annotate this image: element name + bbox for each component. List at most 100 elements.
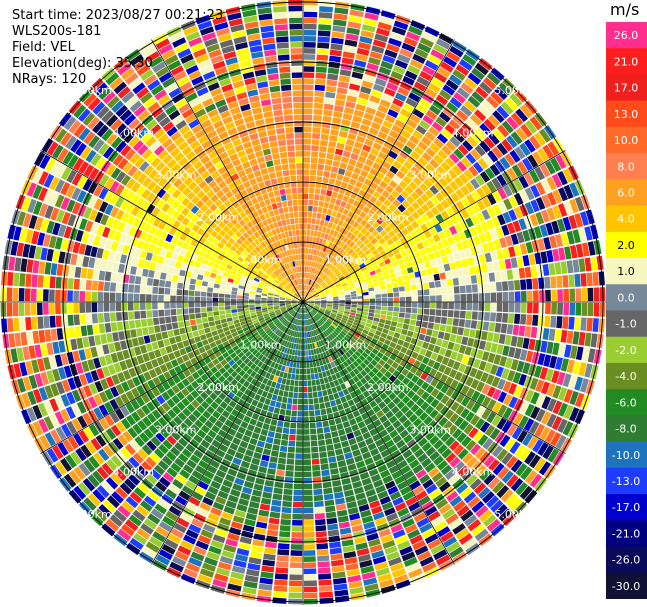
ppi-gate — [316, 277, 321, 283]
ppi-gate — [423, 229, 432, 239]
ppi-gate — [326, 261, 332, 268]
ppi-gate — [327, 450, 336, 457]
ppi-gate — [307, 374, 311, 381]
ppi-gate — [310, 273, 314, 280]
ppi-gate — [308, 248, 312, 255]
ppi-gate — [333, 302, 339, 304]
ppi-gate — [237, 311, 244, 316]
ppi-gate — [224, 294, 231, 298]
ppi-gate — [395, 270, 402, 277]
ppi-gate — [293, 495, 303, 502]
ppi-gate — [412, 485, 425, 496]
ppi-gate — [309, 187, 315, 194]
ppi-gate — [452, 361, 461, 371]
ppi-gate — [313, 268, 318, 275]
ppi-gate — [496, 105, 510, 119]
ppi-gate — [317, 164, 325, 171]
ppi-gate — [236, 548, 250, 557]
ppi-gate — [343, 261, 350, 268]
ppi-gate — [381, 254, 389, 261]
ppi-gate — [314, 354, 319, 361]
ppi-gate — [457, 268, 464, 277]
ppi-gate — [316, 256, 321, 263]
ppi-gate — [346, 164, 355, 172]
ppi-gate — [296, 435, 303, 441]
ppi-gate — [443, 366, 452, 376]
ppi-gate — [303, 453, 311, 459]
ppi-gate — [458, 231, 467, 241]
ppi-gate — [326, 517, 338, 525]
ppi-gate — [303, 193, 309, 200]
ppi-gate — [453, 461, 465, 473]
ppi-gate — [381, 343, 389, 350]
ppi-gate — [440, 432, 451, 443]
ppi-gate — [359, 262, 366, 269]
ppi-gate — [500, 270, 508, 281]
ppi-gate — [438, 111, 451, 123]
ppi-gate — [127, 302, 134, 311]
ppi-gate — [336, 271, 342, 277]
ppi-gate — [572, 360, 581, 375]
ppi-gate — [303, 181, 309, 187]
ppi-gate — [317, 287, 323, 292]
ppi-gate — [305, 350, 309, 356]
ppi-gate — [167, 266, 175, 274]
ppi-gate — [385, 278, 392, 285]
ppi-gate — [310, 349, 315, 356]
ppi-gate — [116, 283, 123, 292]
ppi-gate — [484, 252, 492, 263]
ppi-gate — [189, 319, 197, 326]
ppi-gate — [452, 165, 463, 176]
ppi-gate — [406, 195, 415, 205]
ppi-gate — [230, 305, 237, 310]
ppi-ray — [303, 20, 426, 302]
ppi-gate — [384, 114, 396, 124]
ppi-gate — [587, 241, 596, 256]
ppi-gate — [357, 347, 364, 355]
ppi-gate — [207, 282, 215, 288]
ppi-gate — [474, 447, 486, 460]
ppi-gate — [298, 344, 301, 350]
ppi-gate — [311, 139, 320, 146]
ppi-gate — [505, 97, 519, 111]
ppi-gate — [466, 293, 473, 302]
ppi-gate — [296, 337, 300, 344]
ppi-gate — [478, 360, 487, 371]
ppi-gate — [309, 361, 314, 368]
ppi-gate — [403, 160, 413, 170]
ppi-gate — [104, 322, 112, 333]
ppi-gate — [575, 288, 582, 302]
ppi-gate — [461, 239, 470, 250]
ppi-gate — [532, 278, 539, 290]
ppi-gate — [547, 448, 560, 463]
ppi-gate — [355, 180, 363, 189]
ppi-gate — [310, 324, 314, 331]
ppi-gate — [249, 299, 255, 302]
ppi-gate — [529, 377, 539, 391]
ppi-gate — [312, 361, 317, 368]
ppi-gate — [315, 66, 327, 73]
ppi-gate — [459, 220, 469, 231]
ppi-gate — [290, 355, 295, 362]
ppi-gate — [372, 278, 379, 283]
ppi-gate — [367, 386, 375, 395]
ppi-gate — [470, 148, 482, 161]
ppi-gate — [393, 292, 400, 297]
ppi-gate — [470, 443, 482, 456]
ppi-gate — [341, 338, 348, 345]
ppi-gate — [330, 43, 343, 51]
ppi-gate — [379, 15, 394, 26]
ppi-gate — [381, 405, 390, 415]
ppi-gate — [344, 144, 353, 152]
ppi-gate — [336, 313, 343, 317]
ppi-gate — [86, 268, 94, 280]
ppi-gate — [428, 126, 440, 137]
ppi-gate — [128, 284, 135, 293]
ppi-gate — [493, 354, 502, 365]
ppi-gate — [350, 290, 357, 295]
ppi-gate — [433, 455, 445, 466]
ppi-gate — [360, 197, 369, 206]
ppi-gate — [80, 267, 88, 279]
ppi-gate — [319, 333, 324, 340]
ppi-gate — [303, 290, 306, 297]
